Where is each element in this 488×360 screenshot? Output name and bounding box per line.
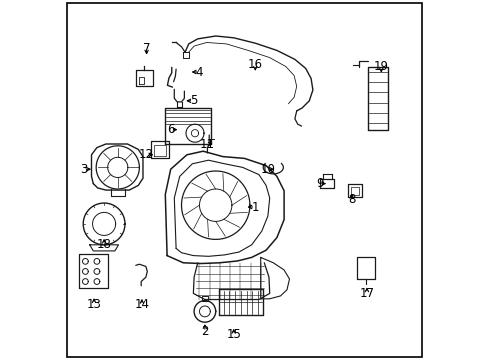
Text: 16: 16 xyxy=(247,58,262,71)
Text: 2: 2 xyxy=(201,325,208,338)
Text: 3: 3 xyxy=(81,163,88,176)
Text: 4: 4 xyxy=(195,66,203,78)
Text: 9: 9 xyxy=(316,177,323,190)
Text: 11: 11 xyxy=(199,138,214,150)
Text: 14: 14 xyxy=(134,298,149,311)
Text: 5: 5 xyxy=(189,94,197,107)
Text: 6: 6 xyxy=(166,123,174,136)
Text: 13: 13 xyxy=(86,298,101,311)
Text: 7: 7 xyxy=(142,42,150,55)
Text: 19: 19 xyxy=(373,60,388,73)
Text: 15: 15 xyxy=(226,328,241,341)
Text: 18: 18 xyxy=(97,238,111,251)
Text: 10: 10 xyxy=(260,163,275,176)
Text: 12: 12 xyxy=(139,148,154,161)
Text: 8: 8 xyxy=(347,193,355,206)
Text: 1: 1 xyxy=(251,201,259,213)
Text: 17: 17 xyxy=(359,287,374,300)
